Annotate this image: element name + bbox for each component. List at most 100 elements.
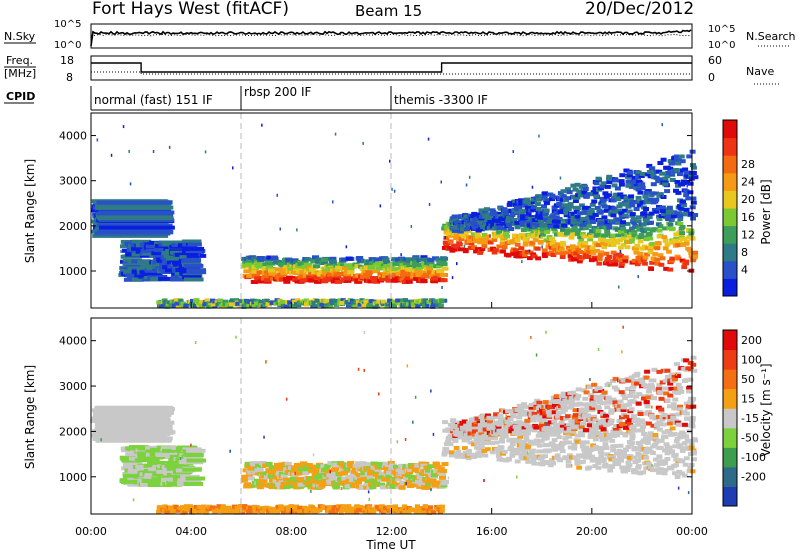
data-cell [182, 242, 202, 247]
data-cell [438, 303, 444, 308]
data-cell [552, 447, 558, 452]
data-cell [604, 220, 611, 225]
data-cell [463, 214, 470, 219]
data-cell [635, 458, 642, 463]
data-cell [669, 256, 676, 261]
data-cell [585, 205, 592, 210]
data-cell [625, 460, 632, 465]
data-cell [648, 465, 654, 469]
data-cell [560, 394, 567, 399]
data-cell [586, 465, 593, 470]
data-cell [365, 273, 373, 278]
data-cell [680, 432, 687, 437]
data-cell [628, 407, 635, 412]
data-cell [667, 267, 674, 272]
data-cell [608, 177, 615, 181]
data-cell [441, 479, 449, 484]
data-cell [525, 211, 532, 216]
data-cell [538, 134, 540, 138]
data-cell [662, 238, 669, 243]
data-cell [283, 279, 291, 284]
data-cell [618, 179, 625, 184]
data-cell [266, 255, 274, 260]
data-cell [190, 510, 196, 515]
data-cell [639, 379, 646, 384]
data-cell [168, 145, 171, 149]
data-cell [579, 402, 586, 407]
data-cell [331, 505, 337, 510]
data-cell [556, 248, 562, 253]
data-cell [256, 467, 264, 472]
data-cell [487, 240, 494, 245]
data-cell [339, 507, 345, 512]
nsearch-label: N.Search [746, 30, 796, 43]
data-cell [592, 418, 599, 423]
data-cell [377, 299, 383, 304]
data-cell [616, 404, 623, 409]
data-cell [624, 201, 631, 206]
data-cell [573, 245, 579, 250]
freq-series [91, 62, 692, 73]
data-cell [688, 228, 694, 233]
data-cell [578, 411, 585, 416]
data-cell [357, 258, 365, 263]
data-cell [589, 397, 596, 402]
data-cell [183, 481, 204, 486]
data-cell [532, 401, 539, 406]
data-cell [421, 506, 427, 511]
data-cell [514, 220, 521, 225]
data-cell [310, 464, 318, 469]
data-cell [583, 445, 590, 450]
data-cell [592, 191, 599, 196]
data-cell [375, 304, 381, 309]
data-cell [140, 457, 160, 462]
data-cell [565, 414, 572, 419]
data-cell [272, 479, 280, 484]
data-cell [637, 254, 644, 259]
data-cell [278, 471, 286, 476]
data-cell [361, 303, 367, 308]
data-cell [608, 410, 615, 415]
data-cell [559, 176, 562, 180]
data-cell [599, 395, 606, 400]
data-cell [587, 237, 593, 242]
data-cell [617, 443, 624, 448]
data-cell [539, 424, 546, 429]
data-cell [636, 392, 643, 397]
data-cell [606, 432, 613, 437]
data-cell [552, 430, 559, 435]
data-cell [483, 418, 490, 422]
data-cell [579, 220, 585, 225]
data-cell [576, 465, 582, 470]
data-cell [683, 434, 690, 439]
data-cell [198, 253, 200, 257]
data-cell [601, 390, 608, 395]
data-cell [223, 300, 229, 305]
data-cell [648, 378, 655, 383]
data-cell [599, 241, 606, 246]
data-cell [414, 463, 422, 468]
data-cell [641, 244, 648, 249]
data-cell [326, 272, 334, 277]
data-cell [582, 210, 589, 215]
data-cell [530, 448, 536, 453]
data-cell [628, 430, 634, 435]
data-cell [247, 255, 255, 260]
data-cell [626, 463, 633, 468]
data-cell [439, 273, 447, 278]
data-cell [537, 215, 544, 220]
data-cell [638, 456, 644, 460]
data-cell [657, 192, 664, 197]
data-cell [581, 205, 588, 210]
data-cell [553, 232, 560, 237]
data-cell [559, 247, 565, 252]
data-cell [493, 412, 500, 417]
data-cell [643, 455, 650, 460]
data-cell [649, 260, 655, 265]
data-cell [613, 426, 619, 431]
colorbar-swatch [723, 155, 737, 174]
data-cell [687, 190, 694, 195]
data-cell [436, 504, 442, 509]
data-cell [550, 461, 556, 466]
